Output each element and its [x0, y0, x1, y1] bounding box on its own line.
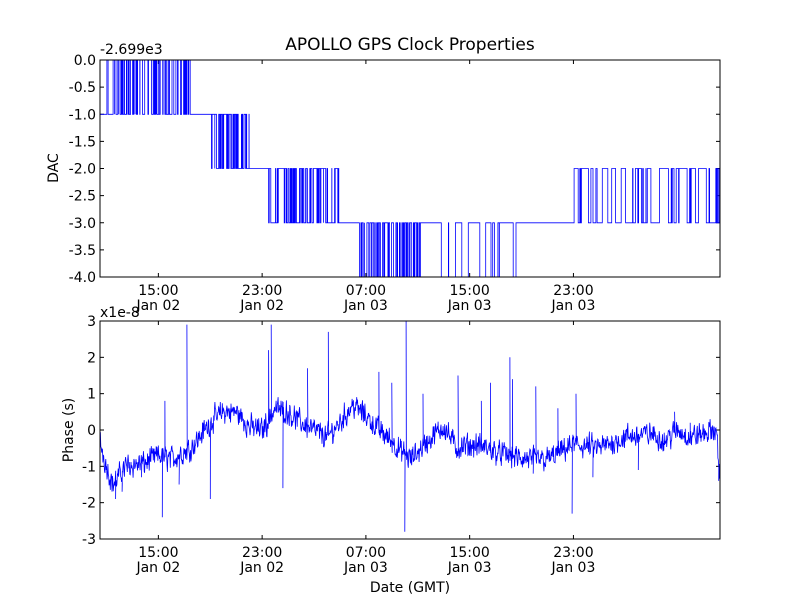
- x-tick-time-label: 23:00: [242, 283, 282, 299]
- y-tick-label: -1.5: [69, 134, 96, 150]
- dac-offset-label: -2.699e3: [100, 42, 163, 58]
- x-tick-date-label: Jan 03: [447, 560, 492, 576]
- x-tick-time-label: 15:00: [449, 545, 489, 561]
- x-tick-date-label: Jan 02: [239, 560, 284, 576]
- x-tick-date-label: Jan 03: [343, 298, 388, 314]
- y-tick-label: 3: [87, 314, 96, 330]
- y-tick-label: -1.0: [69, 107, 96, 123]
- x-tick-date-label: Jan 03: [447, 298, 492, 314]
- x-tick-time-label: 15:00: [138, 545, 178, 561]
- x-tick-time-label: 07:00: [346, 545, 386, 561]
- y-tick-label: -3: [82, 532, 96, 548]
- x-tick-date-label: Jan 03: [551, 560, 596, 576]
- y-tick-label: 0.0: [74, 53, 96, 69]
- x-tick-time-label: 23:00: [242, 545, 282, 561]
- y-tick-label: 2: [87, 350, 96, 366]
- dac-axes-frame: [99, 59, 721, 278]
- x-tick-date-label: Jan 02: [239, 298, 284, 314]
- x-tick-date-label: Jan 03: [343, 560, 388, 576]
- y-tick-label: -2.0: [69, 162, 96, 178]
- phase-offset-label: x1e-8: [100, 305, 140, 321]
- dac-ylabel: DAC: [46, 153, 62, 183]
- phase-ylabel: Phase (s): [61, 398, 77, 462]
- y-tick-label: -0.5: [69, 80, 96, 96]
- y-tick-label: -3.5: [69, 243, 96, 259]
- figure-xlabel: Date (GMT): [370, 580, 450, 596]
- x-tick-time-label: 15:00: [138, 283, 178, 299]
- y-tick-label: -3.0: [69, 216, 96, 232]
- y-tick-label: 1: [87, 387, 96, 403]
- dac-series-line: [100, 60, 720, 277]
- x-tick-date-label: Jan 03: [551, 298, 596, 314]
- y-tick-label: -4.0: [69, 270, 96, 286]
- x-tick-time-label: 23:00: [553, 283, 593, 299]
- dac-panel: -2.699e3 DAC 0.0 -0.5 -1.0 -1.5 -2.0 -2.5 -3.0…: [46, 42, 721, 314]
- y-tick-label: 0: [87, 423, 96, 439]
- x-tick-date-label: Jan 02: [135, 560, 180, 576]
- figure-title: APOLLO GPS Clock Properties: [285, 35, 535, 55]
- phase-axes-frame: [99, 320, 721, 540]
- y-tick-label: -2: [82, 496, 96, 512]
- phase-series-line: [100, 321, 720, 532]
- y-tick-label: -2.5: [69, 189, 96, 205]
- x-tick-date-label: Jan 02: [135, 298, 180, 314]
- dac-ticks: 0.0 -0.5 -1.0 -1.5 -2.0 -2.5 -3.0 -3.5 -4.0 15:00…: [69, 53, 720, 314]
- x-tick-time-label: 15:00: [449, 283, 489, 299]
- x-tick-time-label: 23:00: [553, 545, 593, 561]
- y-tick-label: -1: [82, 459, 96, 475]
- x-tick-time-label: 07:00: [346, 283, 386, 299]
